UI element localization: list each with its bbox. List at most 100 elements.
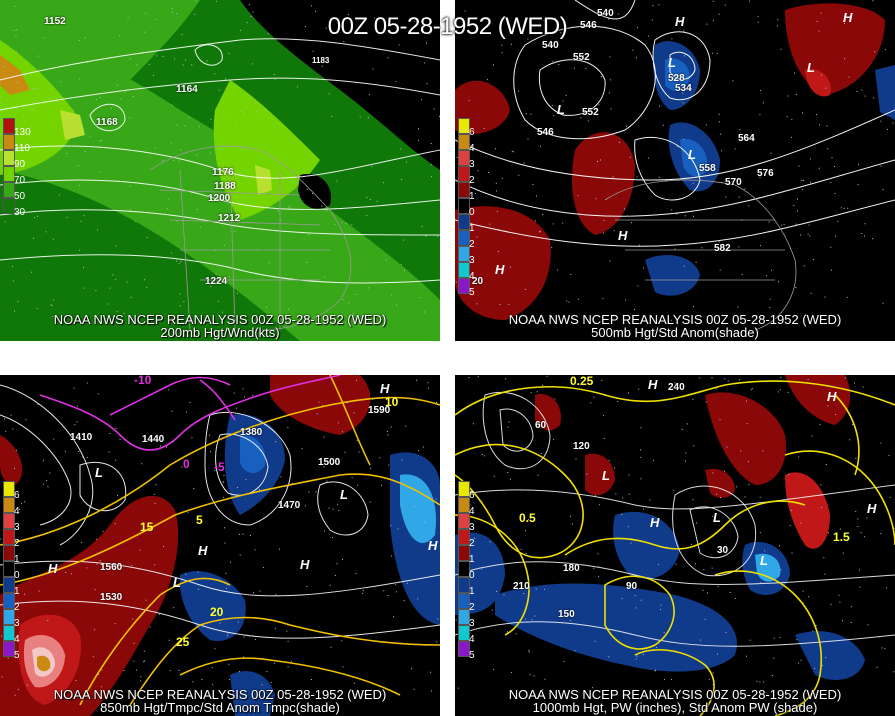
panel-caption-field: 500mb Hgt/Std Anom(shade) [591,325,759,340]
contour-label: 576 [757,168,774,179]
high-marker: H [827,389,837,404]
colorbar-label: 1 [469,554,475,565]
colorbar-label: 4 [469,506,475,517]
contour-label: 570 [725,177,742,188]
colorbar-label: 110 [14,143,30,154]
colorbar-label: 0 [14,570,20,581]
height-contours [455,391,895,647]
colorbar-swatch [3,561,15,577]
anomaly-shading [0,375,440,716]
colorbar-swatch [3,118,15,134]
temp-label: 0 [183,457,190,471]
temp-label: -5 [214,460,225,474]
colorbar-swatch [458,561,470,577]
contour-label: 1560 [100,562,123,573]
contour-label: 1380 [240,427,263,438]
colorbar-label: 30 [14,207,26,218]
contour-label: 1410 [70,432,93,443]
panel-200mb: 1152 1164 1176 1188 1200 1212 1224 1168 … [0,0,440,341]
colorbar-swatch [3,609,15,625]
colorbar-label: 90 [14,159,26,170]
contour-label: 1200 [208,193,231,204]
contour-label: 1188 [214,181,236,192]
colorbar-label: 1 [469,586,475,597]
panel-caption-source: NOAA NWS NCEP REANALYSIS 00Z 05-28-1952 … [53,312,387,327]
contour-label: 210 [513,581,530,592]
contour-label: 552 [582,107,599,118]
colorbar-label: 5 [14,650,20,661]
high-marker: H [428,538,438,553]
high-marker: H [618,228,628,243]
colorbar-swatch [458,481,470,497]
contour-label: 1164 [176,84,198,95]
colorbar-label: 2 [469,602,475,613]
contour-label: 534 [675,83,692,94]
colorbar-label: 4 [469,143,475,154]
colorbar-label: 6 [469,127,475,138]
colorbar-label: 0 [469,207,475,218]
contour-label: 60 [535,420,547,431]
pw-label: 1.5 [833,530,850,544]
low-marker: L [688,147,696,162]
contour-label: 1212 [218,213,241,224]
panel-caption-field: 1000mb Hgt, PW (inches), Std Anom PW (sh… [532,700,818,715]
colorbar-swatch [3,150,15,166]
high-marker: H [675,14,685,29]
anomaly-shading [455,375,865,680]
contour-label: 150 [558,609,575,620]
high-marker: H [495,262,505,277]
contour-label: 1152 [44,16,66,27]
colorbar-label: 2 [469,538,475,549]
colorbar-swatch [458,545,470,561]
contour-label: 582 [714,243,731,254]
contour-label: 20 [472,276,484,287]
colorbar-swatch [458,577,470,593]
low-marker: L [760,553,768,568]
height-contours [455,0,895,247]
colorbar-swatch [458,262,470,278]
colorbar-label: 70 [14,175,26,186]
contour-label: 1530 [100,592,123,603]
contour-label: 540 [597,8,614,19]
colorbar-label: 0 [469,570,475,581]
colorbar-swatch [3,198,15,214]
colorbar-swatch [3,166,15,182]
high-marker: H [198,543,208,558]
low-marker: L [95,465,103,480]
colorbar-label: 2 [14,538,20,549]
temperature-contours [0,375,440,706]
colorbar-swatch [3,641,15,657]
colorbar-anomaly: 6 4 3 2 1 0 1 2 3 4 5 [458,118,475,298]
panel-caption-field: 200mb Hgt/Wnd(kts) [160,325,280,340]
panel-caption-field: 850mb Hgt/Tmpc/Std Anom Tmpc(shade) [100,700,340,715]
contour-label: 558 [699,163,716,174]
contour-label: 30 [717,545,729,556]
pw-contours [455,380,895,716]
colorbar-label: 3 [469,255,475,266]
temp-label: 25 [176,635,190,649]
colorbar-label: 6 [469,490,475,501]
colorbar-label: 2 [469,239,475,250]
colorbar-swatch [458,278,470,294]
colorbar-swatch [458,625,470,641]
contour-label: 1470 [278,500,301,511]
pw-label: 0.25 [570,375,594,388]
geography [604,179,797,331]
colorbar-swatch [458,641,470,657]
colorbar-swatch [458,593,470,609]
high-marker: H [48,561,58,576]
low-marker: L [340,487,348,502]
colorbar-label: 1 [469,223,475,234]
panel-1000mb-pw: 0.25 0.5 1.5 210 150 120 180 90 240 60 3… [455,375,895,716]
colorbar-swatch [458,513,470,529]
map-200mb [0,0,440,341]
contour-label: 1168 [96,117,118,128]
geography [149,145,352,331]
low-marker: L [173,575,181,590]
colorbar-swatch [458,118,470,134]
colorbar-swatch [458,182,470,198]
map-850mb [0,375,440,716]
contour-label: 546 [537,127,554,138]
colorbar-swatch [458,529,470,545]
low-marker: L [713,510,721,525]
